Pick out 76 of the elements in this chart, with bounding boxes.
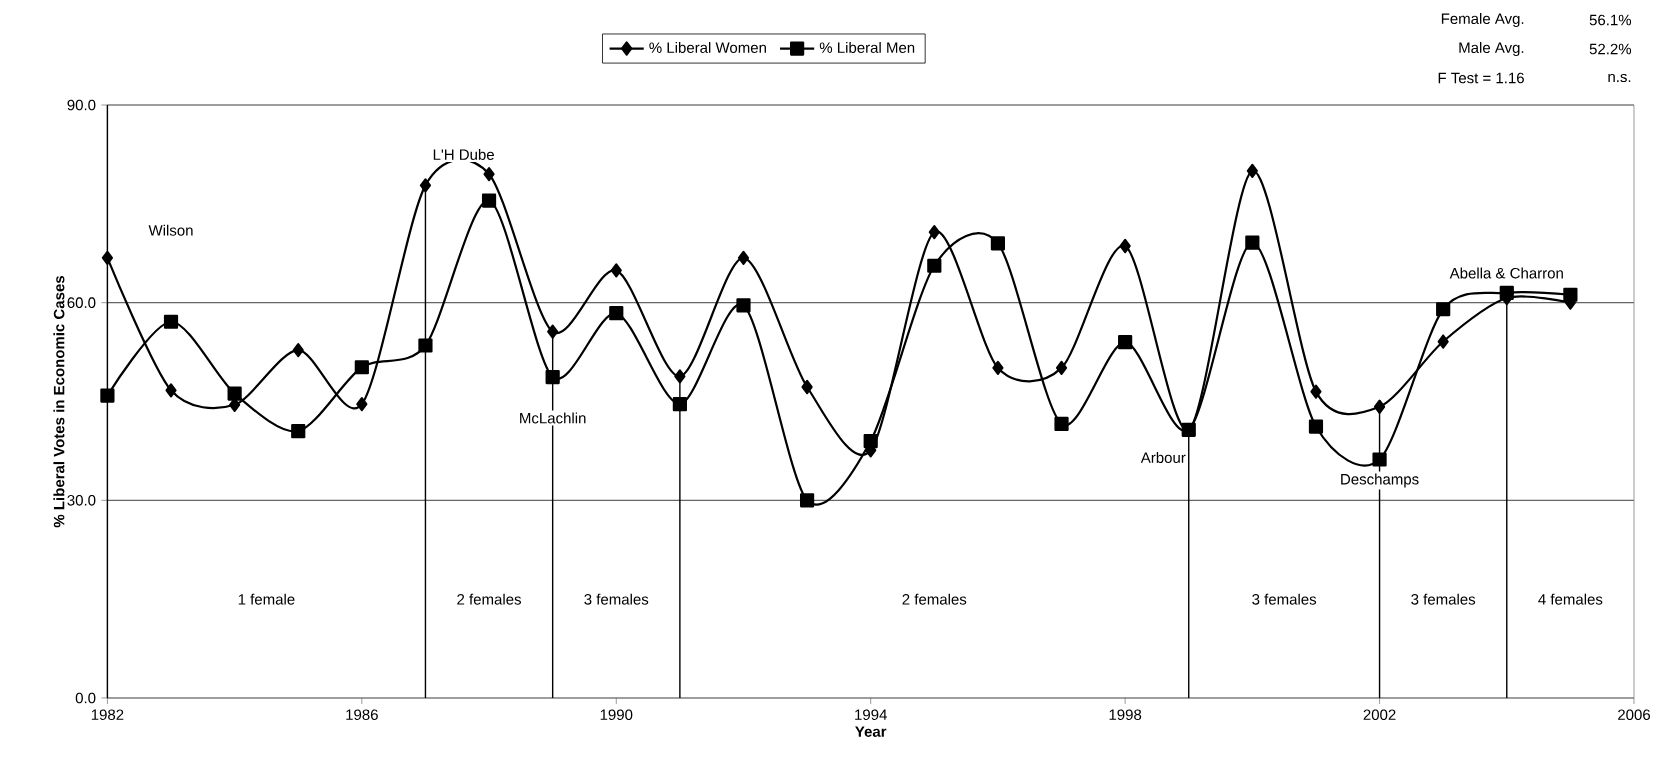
text: n.s.: [1608, 73, 1631, 83]
annotation: Arbour: [1140, 452, 1186, 464]
point: [863, 433, 878, 449]
point: [736, 298, 751, 313]
point: [354, 360, 369, 375]
x-axis-title: Year: [855, 726, 887, 737]
y-tick-label: 90.0: [67, 99, 96, 111]
point: [801, 379, 813, 395]
annotation: McLachlin: [520, 412, 586, 424]
point: [1499, 285, 1514, 300]
point: [672, 397, 687, 412]
x-tick-label: 1998: [1109, 709, 1142, 721]
point: [547, 324, 559, 339]
point: [356, 397, 368, 412]
point: [1373, 399, 1386, 414]
annotation: 4 females: [1538, 593, 1603, 605]
annotation: 2 females: [457, 593, 522, 605]
x-tick-label: 1982: [91, 709, 124, 721]
point: [1437, 334, 1449, 349]
x-tick-label: 2002: [1363, 709, 1396, 721]
annotation: 2 females: [902, 593, 967, 605]
y-tick-label: 30.0: [67, 495, 96, 506]
annotation: 1 female: [238, 593, 295, 605]
point: [227, 386, 242, 401]
point: [609, 306, 624, 321]
point: [1246, 163, 1258, 178]
point: [1118, 335, 1133, 350]
text: 56.1%: [1589, 14, 1632, 26]
point: [1372, 452, 1387, 467]
annotation: Deschamps: [1341, 473, 1419, 488]
point: [163, 314, 179, 329]
point: [292, 343, 304, 358]
point: [1563, 287, 1578, 302]
point: [291, 424, 306, 439]
annotation: Wilson: [148, 224, 193, 236]
legend-label: % Liberal Women: [649, 41, 766, 53]
point: [1119, 238, 1131, 254]
point: [1055, 360, 1068, 375]
y-tick-label: 0.0: [75, 692, 96, 704]
point: [165, 383, 177, 398]
point: [419, 178, 432, 193]
annotation: 3 females: [1252, 593, 1317, 605]
annotation: L'H Dube: [433, 148, 494, 160]
point: [1054, 416, 1069, 431]
text: F Test = 1.16: [1438, 72, 1524, 84]
text: 52.2%: [1589, 43, 1632, 55]
point: [481, 193, 497, 208]
legend-label: % Liberal Men: [819, 41, 915, 53]
x-tick-label: 2006: [1618, 709, 1651, 721]
point: [483, 167, 495, 182]
point: [799, 493, 815, 508]
x-tick-label: 1994: [855, 709, 887, 721]
point: [928, 225, 940, 240]
point: [737, 250, 750, 265]
point: [101, 250, 114, 265]
point: [418, 338, 433, 353]
point: [100, 388, 115, 403]
point: [1436, 302, 1451, 317]
annotation: 3 females: [584, 593, 649, 605]
point: [1308, 419, 1324, 434]
x-tick-label: 1986: [346, 709, 378, 721]
point: [990, 236, 1006, 251]
point: [674, 369, 686, 384]
text: Female Avg.: [1441, 13, 1524, 27]
point: [545, 370, 560, 385]
annotation: Abella & Charron: [1449, 267, 1563, 279]
point: [610, 263, 622, 278]
point: [1310, 384, 1322, 399]
x-tick-label: 1990: [600, 709, 633, 721]
y-tick-label: 60.0: [67, 297, 96, 308]
annotation: 3 females: [1411, 593, 1476, 605]
text: Male Avg.: [1459, 42, 1524, 56]
point: [992, 360, 1004, 375]
point: [1245, 235, 1260, 250]
point: [927, 258, 942, 273]
y-axis-title: % Liberal Votes in Economic Cases: [53, 275, 65, 528]
